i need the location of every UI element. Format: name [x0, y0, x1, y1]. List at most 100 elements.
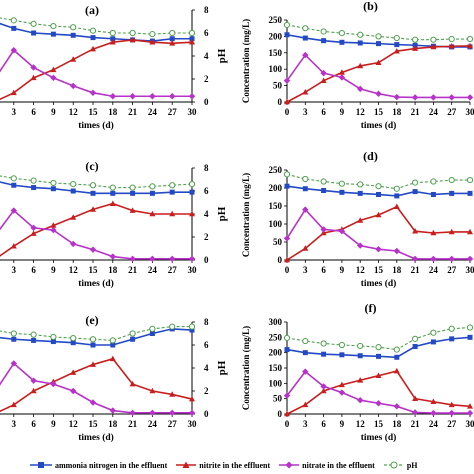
x-tick-label: 9 — [340, 419, 345, 429]
data-point-ph — [89, 182, 97, 189]
series-line-nitrate — [0, 209, 192, 260]
data-point-ammonia — [90, 35, 96, 41]
data-point-ph — [448, 35, 455, 43]
x-tick-label: 15 — [374, 419, 384, 429]
panel-label: (c) — [85, 159, 98, 173]
data-point-nitrite — [30, 74, 37, 81]
x-tick-label: 6 — [321, 107, 326, 117]
y-tick-label: 50 — [273, 81, 283, 91]
data-point-ammonia — [376, 353, 381, 359]
data-point-ph — [466, 35, 474, 43]
legend: ammonia nitrogen in the effluent nitrite… — [30, 458, 474, 472]
y-tick-label: 100 — [269, 378, 283, 388]
x-tick-label: 12 — [356, 419, 366, 429]
data-point-ph — [302, 25, 309, 32]
data-point-nitrite — [284, 256, 290, 263]
x-tick-label: 9 — [51, 265, 56, 275]
data-point-nitrite — [357, 377, 364, 383]
y2-tick-label: 8 — [204, 5, 209, 15]
x-tick-label: 30 — [466, 265, 474, 275]
legend-marker-diamond-icon — [279, 461, 300, 469]
data-point-ph — [393, 346, 400, 353]
data-point-nitrite — [338, 381, 345, 388]
x-tick-label: 18 — [392, 107, 402, 117]
x-tick-label: 18 — [108, 265, 118, 275]
x-tick-label: 30 — [188, 265, 198, 275]
data-point-ammonia — [130, 336, 136, 342]
data-point-nitrite — [109, 200, 116, 206]
data-point-ammonia — [284, 347, 290, 353]
data-point-ph — [283, 21, 291, 29]
y2-tick-label: 6 — [204, 340, 209, 350]
data-point-ammonia — [412, 189, 418, 195]
data-point-nitrite — [90, 361, 96, 367]
series-ph — [283, 324, 474, 353]
series-line-nitrate — [0, 362, 192, 414]
x-tick-label: 0 — [285, 107, 290, 117]
chart-panel-6: 0 3 6 9 12 15 18 21 24 27 30 times (d) 0 50 100 150 200 2… — [241, 301, 474, 443]
data-point-ph — [448, 176, 455, 184]
x-tick-label: 12 — [69, 265, 79, 275]
x-tick-label: 15 — [374, 265, 384, 275]
data-point-ph — [357, 31, 364, 38]
data-point-ph — [412, 36, 419, 43]
data-point-nitrite — [393, 47, 400, 54]
data-point-ph — [149, 325, 156, 332]
data-point-ammonia — [430, 339, 436, 345]
data-point-nitrite — [448, 43, 455, 49]
data-point-ammonia — [169, 189, 175, 195]
data-point-nitrite — [149, 387, 156, 394]
x-tick-label: 24 — [429, 265, 439, 275]
y-tick-label: 0 — [278, 255, 283, 265]
data-point-nitrite — [375, 59, 382, 65]
data-point-ph — [30, 331, 37, 338]
data-point-ph — [89, 336, 97, 343]
y2-tick-label: 8 — [204, 317, 209, 327]
data-point-nitrite — [189, 39, 195, 45]
x-tick-label: 6 — [31, 107, 36, 117]
data-point-nitrite — [109, 39, 116, 45]
data-point-nitrate — [338, 74, 346, 81]
data-point-nitrate — [320, 226, 327, 233]
x-tick-label: 18 — [392, 419, 402, 429]
data-point-ammonia — [70, 32, 76, 38]
data-point-nitrate — [70, 387, 77, 395]
data-point-nitrate — [357, 242, 364, 249]
data-point-ph — [30, 177, 37, 184]
data-point-nitrate — [10, 47, 17, 54]
data-point-nitrate — [320, 69, 327, 77]
data-point-ph — [149, 183, 156, 190]
data-point-nitrite — [357, 217, 364, 223]
y-tick-label: 150 — [269, 48, 283, 58]
data-point-nitrite — [149, 39, 156, 45]
legend-marker-triangle-icon — [176, 461, 197, 468]
data-point-nitrate — [89, 399, 97, 406]
y2-tick-label: 4 — [204, 363, 209, 373]
data-point-nitrite — [430, 43, 437, 50]
x-tick-label: 12 — [69, 107, 79, 117]
x-tick-label: 21 — [411, 265, 421, 275]
series-ammonia — [284, 334, 473, 360]
series-ammonia — [284, 183, 473, 199]
x-tick-label: 9 — [340, 107, 345, 117]
legend-label-nitrite: nitrite in the effluent — [199, 460, 271, 470]
y2-tick-label: 6 — [204, 28, 209, 38]
data-point-nitrate — [10, 360, 17, 367]
data-point-ammonia — [449, 336, 455, 342]
series-nitrite — [284, 203, 473, 263]
y2-tick-label: 2 — [204, 386, 209, 396]
data-point-ammonia — [467, 334, 473, 340]
y-tick-label: 50 — [273, 237, 283, 247]
series-nitrite — [284, 42, 473, 105]
data-point-nitrate — [357, 85, 364, 93]
data-point-ph — [430, 329, 437, 336]
data-point-nitrite — [10, 89, 17, 96]
series-nitrite — [0, 200, 195, 257]
x-tick-label: 18 — [108, 419, 118, 429]
series-line-nitrate — [0, 49, 192, 98]
data-point-nitrate — [129, 255, 136, 263]
series-line-nitrite — [0, 202, 192, 257]
x-tick-label: 15 — [89, 107, 99, 117]
data-point-ph — [320, 340, 327, 347]
x-tick-label: 27 — [168, 419, 178, 429]
